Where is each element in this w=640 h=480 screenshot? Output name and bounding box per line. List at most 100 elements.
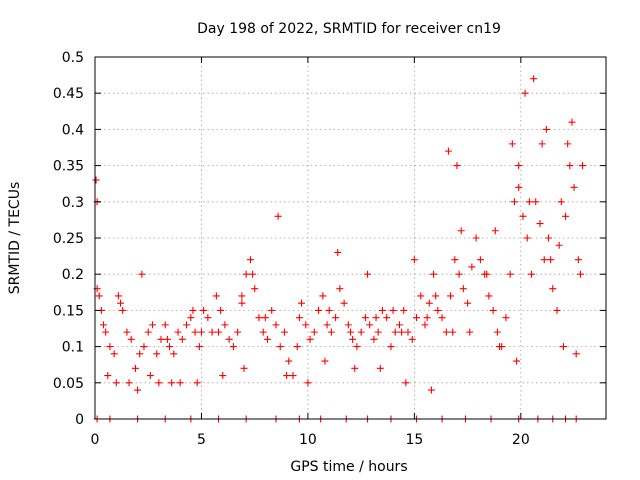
data-point <box>523 234 531 242</box>
data-point <box>532 198 540 206</box>
x-tick-label: 15 <box>405 432 423 448</box>
data-point <box>195 343 203 351</box>
data-point <box>204 314 212 322</box>
data-point <box>146 372 154 380</box>
data-point <box>389 306 397 314</box>
data-point <box>344 321 352 329</box>
data-point <box>295 314 303 322</box>
data-point <box>442 328 450 336</box>
x-tick-label: 20 <box>512 432 530 448</box>
x-tick-label: 10 <box>299 432 317 448</box>
data-point <box>340 299 348 307</box>
data-point <box>357 328 365 336</box>
data-point <box>238 292 246 300</box>
axis-ticks: 0 0.05 0.1 0.15 0.2 0.25 0.3 0.35 0.4 0.45 0.5 0 5 10… <box>53 50 606 448</box>
data-point <box>430 270 438 278</box>
data-point <box>538 140 546 148</box>
data-point <box>434 306 442 314</box>
data-point <box>168 379 176 387</box>
y-tick-label: 0.1 <box>62 340 84 356</box>
data-point <box>376 364 384 372</box>
data-point <box>92 176 100 184</box>
data-point <box>144 328 152 336</box>
data-point <box>127 335 135 343</box>
data-point <box>576 270 584 278</box>
data-point <box>444 147 452 155</box>
data-point <box>574 256 582 264</box>
data-point <box>400 306 408 314</box>
data-point <box>268 306 276 314</box>
y-tick-label: 0.3 <box>62 195 84 211</box>
data-point <box>455 270 463 278</box>
data-point <box>249 270 257 278</box>
data-points <box>92 75 587 423</box>
data-point <box>289 372 297 380</box>
data-point <box>568 118 576 126</box>
data-point <box>174 328 182 336</box>
data-point <box>510 198 518 206</box>
data-point <box>447 292 455 300</box>
data-point <box>404 328 412 336</box>
data-point <box>212 292 220 300</box>
data-point <box>364 270 372 278</box>
data-point <box>242 270 250 278</box>
data-point <box>197 328 205 336</box>
data-point <box>327 328 335 336</box>
data-point <box>366 321 374 329</box>
data-point <box>476 256 484 264</box>
data-point <box>221 321 229 329</box>
data-point <box>466 328 474 336</box>
data-point <box>451 256 459 264</box>
data-point <box>464 299 472 307</box>
data-point <box>117 299 125 307</box>
data-point <box>353 343 361 351</box>
data-point <box>163 335 171 343</box>
data-point <box>555 241 563 249</box>
data-point <box>572 350 580 358</box>
data-point <box>438 314 446 322</box>
data-point <box>189 306 197 314</box>
data-point <box>176 379 184 387</box>
data-point <box>155 379 163 387</box>
data-point <box>251 285 259 293</box>
data-point <box>255 314 263 322</box>
data-point <box>336 285 344 293</box>
data-point <box>136 350 144 358</box>
data-point <box>525 198 533 206</box>
data-point <box>370 335 378 343</box>
data-point <box>519 212 527 220</box>
data-point <box>112 379 120 387</box>
grid <box>95 57 606 419</box>
data-point <box>153 350 161 358</box>
data-point <box>293 343 301 351</box>
data-point <box>459 285 467 293</box>
data-point <box>515 183 523 191</box>
data-point <box>536 220 544 228</box>
data-point <box>493 328 501 336</box>
data-point <box>508 140 516 148</box>
data-point <box>304 379 312 387</box>
data-point <box>125 379 133 387</box>
data-point <box>374 328 382 336</box>
data-point <box>166 343 174 351</box>
data-point <box>423 314 431 322</box>
data-point <box>449 328 457 336</box>
data-point <box>315 306 323 314</box>
y-tick-label: 0.15 <box>53 303 84 319</box>
data-point <box>332 314 340 322</box>
data-point <box>261 314 269 322</box>
data-point <box>453 162 461 170</box>
data-point <box>229 343 237 351</box>
data-point <box>170 350 178 358</box>
data-point <box>208 328 216 336</box>
data-point <box>387 343 395 351</box>
data-point <box>579 162 587 170</box>
data-point <box>183 321 191 329</box>
data-point <box>193 379 201 387</box>
data-point <box>123 328 131 336</box>
data-point <box>506 270 514 278</box>
data-point <box>566 162 574 170</box>
data-point <box>559 343 567 351</box>
data-point <box>225 335 233 343</box>
